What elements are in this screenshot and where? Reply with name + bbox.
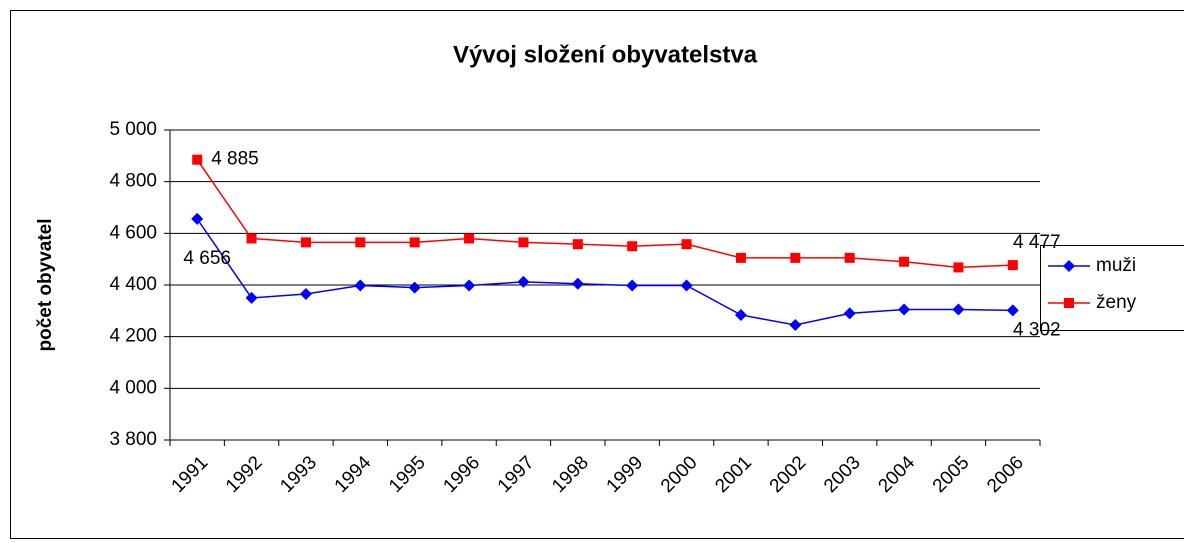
data-point <box>953 262 964 273</box>
y-tick-label: 4 800 <box>109 171 157 192</box>
series-line <box>196 218 1013 326</box>
data-label: 4 885 <box>211 149 259 170</box>
data-point <box>299 288 312 301</box>
data-point <box>354 279 367 292</box>
data-point <box>517 275 530 288</box>
data-point <box>300 237 311 248</box>
data-point <box>464 233 475 244</box>
legend-marker <box>1063 260 1075 272</box>
data-point <box>790 252 801 263</box>
data-point <box>626 279 639 292</box>
data-point <box>735 252 746 263</box>
legend-marker <box>1064 298 1074 308</box>
data-point <box>571 277 584 290</box>
data-point <box>789 319 802 332</box>
y-tick-label: 5 000 <box>109 119 157 140</box>
data-point <box>409 237 420 248</box>
data-point <box>844 252 855 263</box>
data-label: 4 302 <box>1013 319 1061 340</box>
data-point <box>1007 260 1018 271</box>
data-point <box>898 303 911 316</box>
data-point <box>463 279 476 292</box>
y-tick-label: 4 600 <box>109 222 157 243</box>
data-point <box>518 237 529 248</box>
legend-label: ženy <box>1096 292 1137 313</box>
data-point <box>734 308 747 321</box>
legend <box>1040 245 1184 331</box>
data-point <box>1006 304 1019 317</box>
data-point <box>191 212 204 225</box>
data-label: 4 656 <box>183 248 231 269</box>
y-tick-label: 4 400 <box>109 274 157 295</box>
data-point <box>680 279 693 292</box>
y-tick-label: 4 200 <box>109 326 157 347</box>
y-axis-title: počet obyvatel <box>35 218 56 351</box>
data-point <box>246 233 257 244</box>
y-tick-label: 3 800 <box>109 429 157 450</box>
chart-frame <box>10 10 1184 539</box>
data-point <box>355 237 366 248</box>
data-point <box>245 291 258 304</box>
data-point <box>192 154 203 165</box>
y-tick-label: 4 000 <box>109 377 157 398</box>
data-point <box>899 256 910 267</box>
data-point <box>627 241 638 252</box>
data-point <box>408 281 421 294</box>
data-label: 4 477 <box>1013 232 1061 253</box>
series-line <box>196 159 1013 269</box>
data-point <box>681 239 692 250</box>
chart-title: Vývoj složení obyvatelstva <box>453 41 758 68</box>
data-point <box>572 239 583 250</box>
data-point <box>843 307 856 320</box>
legend-label: muži <box>1096 255 1136 276</box>
data-point <box>952 303 965 316</box>
